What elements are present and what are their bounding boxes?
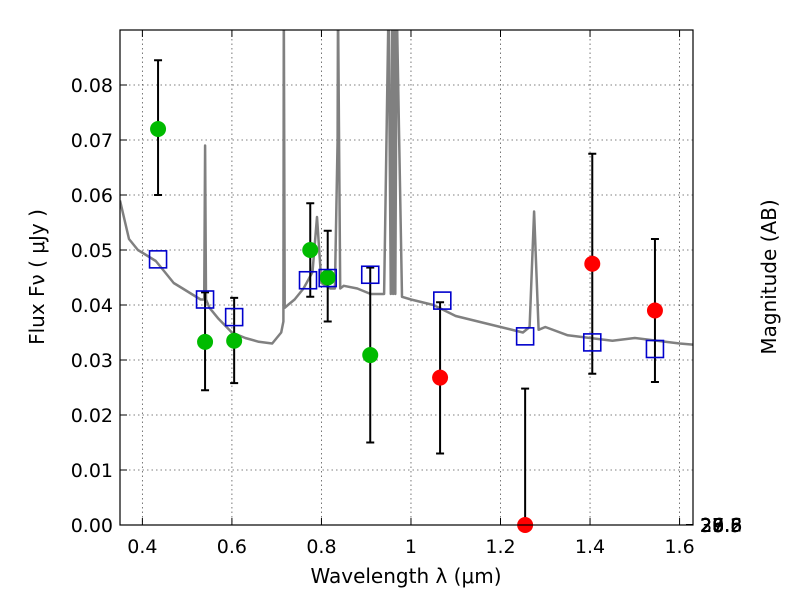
model-point (298, 270, 318, 290)
x-tick-label: 0.8 (306, 536, 336, 558)
model-spectrum-line (120, 30, 693, 346)
data-point (226, 332, 243, 349)
y2-tick-label: 26.8 (700, 515, 742, 537)
y-tick-label: 0.07 (71, 130, 113, 152)
model-point (195, 290, 215, 309)
marker-layer (148, 121, 665, 533)
y-tick-label: 0.05 (71, 240, 113, 262)
data-point (197, 333, 214, 350)
y2-tick-label: 28 (700, 515, 724, 537)
model-point (360, 265, 380, 285)
data-point (432, 369, 449, 386)
data-point (319, 269, 336, 286)
y-tick-label: 0.02 (71, 405, 113, 427)
x-axis-label: Wavelength λ (μm) (310, 564, 501, 588)
plot-frame (119, 29, 694, 526)
y2-axis-label: Magnitude (AB) (757, 199, 781, 354)
model-point (645, 339, 665, 359)
data-point (302, 242, 319, 258)
y2-tick-label: 27.2 (700, 515, 742, 537)
y-tick-label: 0.08 (71, 75, 113, 97)
y2-tick-label: 29 (700, 515, 724, 537)
x-tick-label: 1.2 (485, 536, 515, 558)
x-tick-label: 0.6 (217, 536, 247, 558)
model-point (582, 333, 602, 352)
x-tick-label: 0.4 (127, 536, 157, 558)
y2-tick-label: 30 (700, 515, 724, 537)
model-point (148, 250, 168, 269)
data-point (584, 255, 601, 272)
y-tick-label: 0.00 (71, 515, 113, 537)
y2-tick-label: 28.5 (700, 515, 742, 537)
y2-tick-label: 27.5 (700, 515, 742, 537)
spectrum-layer (120, 30, 693, 346)
y-tick-label: 0.01 (71, 460, 113, 482)
model-point (224, 307, 244, 327)
data-point (646, 302, 663, 319)
model-point (433, 291, 452, 310)
y2-tick-label: 26.6 (700, 515, 742, 537)
x-tick-label: 1.6 (664, 536, 694, 558)
grid (120, 30, 693, 526)
y-tick-label: 0.03 (71, 350, 113, 372)
y-tick-label: 0.06 (71, 185, 113, 207)
x-tick-label: 1.4 (575, 536, 605, 558)
x-axis: 0.4 0.6 0.8 1 1.2 1.4 1.6 (127, 30, 695, 558)
data-point (362, 347, 379, 364)
data-point (150, 121, 167, 137)
y-axis-label: Flux Fν ( μJy ) (25, 209, 49, 345)
y-tick-label: 0.04 (71, 295, 113, 317)
model-point (318, 268, 338, 288)
y-axis: 0.00 0.01 0.02 0.03 0.04 0.05 0.06 0.07 0.08 (71, 75, 127, 537)
model-point (515, 327, 535, 346)
y2-tick-label: 27 (700, 515, 724, 537)
x-tick-label: 1 (405, 536, 417, 558)
